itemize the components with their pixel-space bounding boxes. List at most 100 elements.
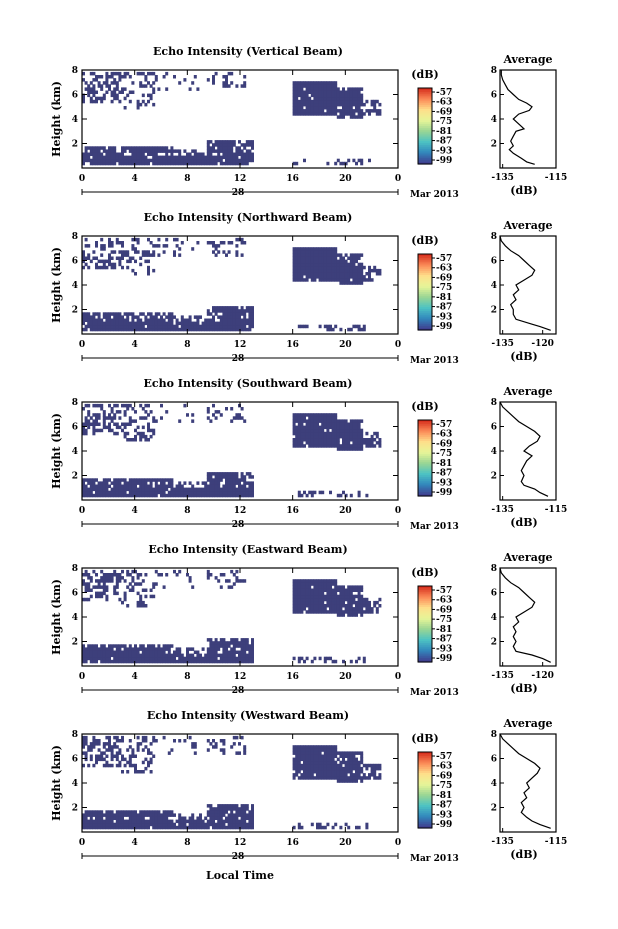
echo-cell xyxy=(102,312,106,316)
echo-cell xyxy=(87,481,91,485)
echo-cell xyxy=(118,425,122,430)
echo-cell xyxy=(378,268,382,273)
echo-cell xyxy=(160,816,163,820)
echo-cell xyxy=(100,152,104,156)
colorbar-segment xyxy=(418,318,432,322)
echo-cell xyxy=(300,278,304,282)
echo-cell xyxy=(149,71,153,76)
echo-cell xyxy=(209,638,213,642)
echo-cell xyxy=(349,779,353,783)
average-y-tick-label: 8 xyxy=(491,232,497,242)
echo-cell xyxy=(102,579,106,583)
echo-cell xyxy=(321,582,325,586)
echo-cell xyxy=(355,90,358,94)
average-y-tick-label: 8 xyxy=(491,730,497,740)
echo-cell xyxy=(251,487,254,492)
echo-cell xyxy=(292,579,296,583)
echo-cell xyxy=(165,87,169,91)
echo-cell xyxy=(336,600,340,605)
echo-cell xyxy=(303,591,306,596)
colorbar-segment xyxy=(418,429,432,432)
echo-cell xyxy=(230,816,234,820)
echo-cell xyxy=(342,265,345,270)
echo-cell xyxy=(342,87,345,91)
echo-cell xyxy=(305,428,309,433)
echo-cell xyxy=(105,152,109,156)
echo-cell xyxy=(316,604,319,608)
echo-cell xyxy=(92,78,96,82)
echo-cell xyxy=(84,87,88,91)
echo-cell xyxy=(368,604,371,608)
echo-cell xyxy=(360,585,364,589)
echo-cell xyxy=(113,644,117,648)
echo-cell xyxy=(331,90,335,94)
echo-cell xyxy=(191,653,195,658)
echo-cell xyxy=(178,490,182,495)
echo-cell xyxy=(297,247,301,251)
echo-cell xyxy=(110,244,114,248)
echo-cell xyxy=(84,825,88,830)
colorbar-segment xyxy=(418,629,432,633)
echo-cell xyxy=(225,650,228,654)
echo-cell xyxy=(347,600,351,605)
echo-cell xyxy=(313,109,317,113)
echo-cell xyxy=(165,410,169,414)
echo-cell xyxy=(227,490,231,495)
echo-cell xyxy=(214,641,218,645)
echo-cell xyxy=(331,84,335,88)
echo-cell xyxy=(131,90,135,94)
echo-cell xyxy=(105,748,109,752)
colorbar-segment xyxy=(418,316,432,320)
echo-cell xyxy=(95,825,98,830)
echo-cell xyxy=(313,268,317,273)
echo-cell xyxy=(134,659,137,664)
echo-cell xyxy=(297,425,301,430)
echo-cell xyxy=(227,493,231,498)
echo-cell xyxy=(339,281,343,285)
echo-cell xyxy=(95,152,98,156)
echo-cell xyxy=(134,315,137,319)
echo-cell xyxy=(378,441,382,445)
echo-cell xyxy=(167,813,171,817)
echo-cell xyxy=(82,656,85,661)
echo-cell xyxy=(87,403,91,408)
echo-cell xyxy=(357,441,361,445)
echo-cell xyxy=(313,87,317,91)
echo-cell xyxy=(170,810,174,814)
echo-cell xyxy=(162,75,166,79)
colorbar-segment xyxy=(418,814,432,818)
echo-cell xyxy=(336,278,340,282)
echo-cell xyxy=(339,419,343,423)
echo-cell xyxy=(118,152,122,156)
echo-cell xyxy=(222,638,226,642)
echo-cell xyxy=(82,155,85,160)
echo-cell xyxy=(230,155,234,160)
echo-cell xyxy=(214,71,218,76)
echo-cell xyxy=(292,268,296,273)
echo-cell xyxy=(368,272,371,276)
echo-cell xyxy=(183,318,187,322)
echo-cell xyxy=(154,647,158,651)
echo-cell xyxy=(297,659,301,664)
echo-cell xyxy=(339,760,343,765)
colorbar-segment xyxy=(418,471,432,474)
echo-cell xyxy=(121,327,124,332)
echo-cell xyxy=(297,610,301,614)
echo-cell xyxy=(336,776,340,780)
echo-cell xyxy=(230,638,234,642)
echo-cell xyxy=(92,158,96,163)
echo-cell xyxy=(97,582,101,586)
echo-cell xyxy=(144,650,148,654)
echo-cell xyxy=(95,265,98,270)
echo-cell xyxy=(316,416,319,420)
echo-cell xyxy=(248,810,252,814)
echo-cell xyxy=(344,822,348,827)
echo-cell xyxy=(305,253,309,257)
echo-cell xyxy=(212,478,215,482)
colorbar-label: -87 xyxy=(436,303,452,313)
echo-cell xyxy=(357,265,361,270)
echo-cell xyxy=(108,155,111,160)
echo-cell xyxy=(147,653,150,658)
colorbar-segment xyxy=(418,110,432,114)
echo-cell xyxy=(89,810,93,814)
